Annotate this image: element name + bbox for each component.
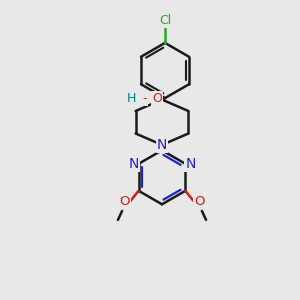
Text: O: O	[194, 195, 205, 208]
Text: O: O	[152, 92, 162, 105]
Text: N: N	[128, 157, 139, 171]
Text: -: -	[142, 92, 147, 105]
Text: N: N	[157, 138, 167, 152]
Text: O: O	[119, 195, 130, 208]
Text: H: H	[127, 92, 136, 105]
Text: Cl: Cl	[159, 14, 171, 27]
Text: N: N	[185, 157, 196, 171]
